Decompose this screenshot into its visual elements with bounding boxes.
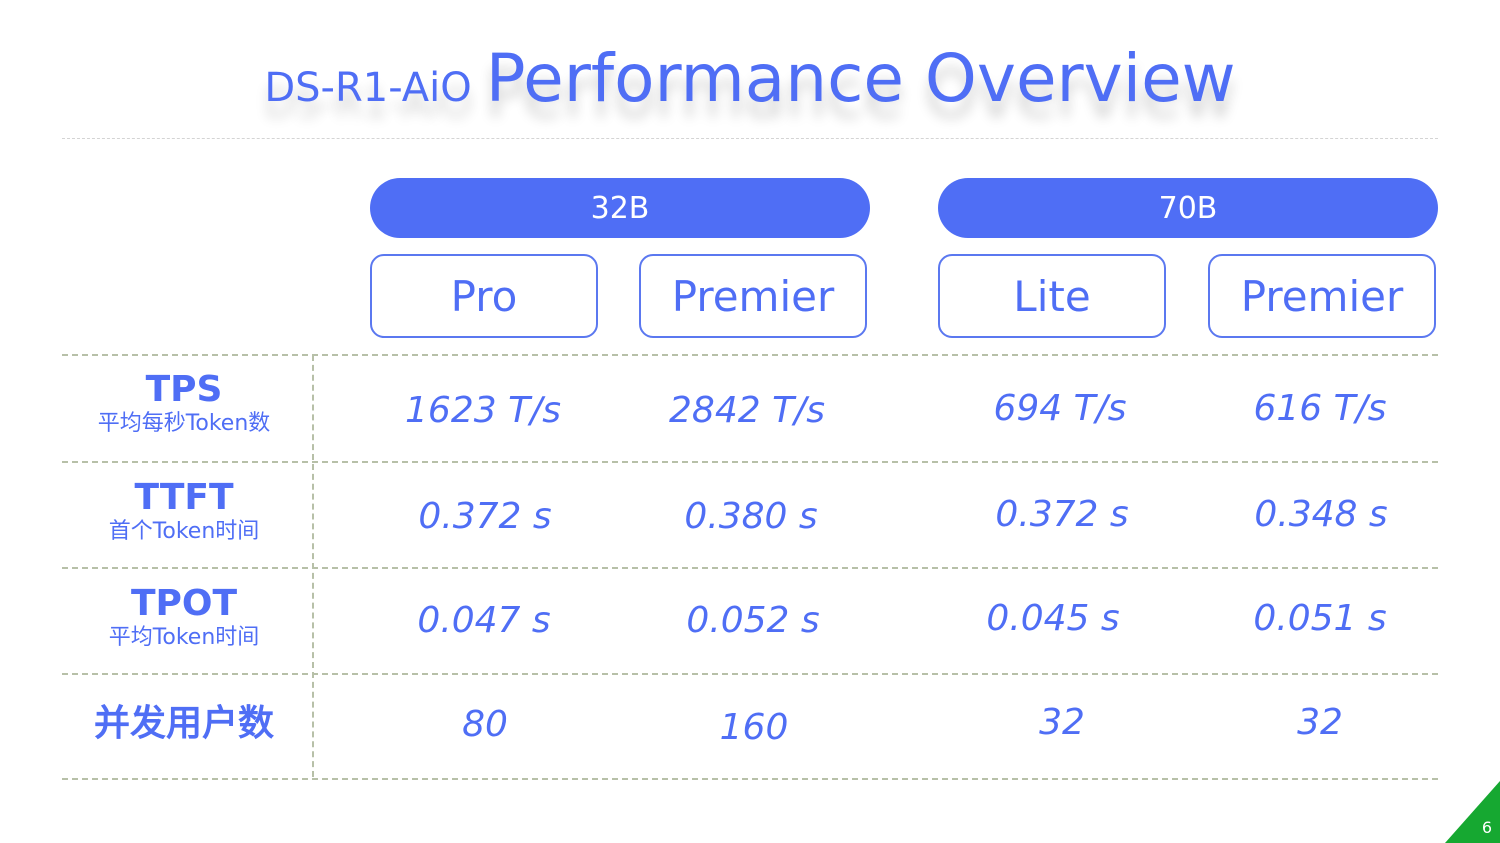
table-divider (62, 354, 1438, 356)
metric-name: 并发用户数 (93, 703, 274, 744)
metric-name: TPOT (130, 583, 238, 624)
table-divider (62, 567, 1438, 569)
table-cell: 0.348 s (1254, 494, 1388, 535)
metric-name: TTFT (134, 477, 234, 518)
table-cell: 694 T/s (993, 388, 1127, 429)
tier-32b-pro: Pro (370, 254, 598, 338)
page-number: 6 (1481, 818, 1492, 837)
table-divider (62, 673, 1438, 675)
page-corner-triangle (1445, 781, 1500, 843)
tier-70b-lite: Lite (938, 254, 1166, 338)
tier-32b-premier: Premier (639, 254, 867, 338)
table-cell: 0.380 s (684, 496, 818, 537)
table-cell: 0.047 s (417, 600, 551, 641)
title-prefix: DS-R1-AiO (264, 65, 472, 111)
table-cell: 0.372 s (418, 496, 552, 537)
row-label-tps: TPS 平均每秒Token数 (66, 370, 302, 438)
table-cell: 616 T/s (1253, 388, 1387, 429)
group-32b-header: 32B (370, 178, 870, 238)
table-cell: 1623 T/s (405, 390, 561, 431)
table-cell: 2842 T/s (669, 390, 825, 431)
metric-name: TPS (145, 369, 223, 410)
table-cell: 80 (462, 704, 508, 745)
tier-70b-premier: Premier (1208, 254, 1436, 338)
title-main: Performance Overview (485, 40, 1236, 117)
table-cell: 32 (1039, 702, 1085, 743)
table-cell: 0.052 s (686, 600, 820, 641)
table-cell: 0.372 s (995, 494, 1129, 535)
group-70b-header: 70B (938, 178, 1438, 238)
metric-description: 平均Token时间 (108, 625, 260, 650)
table-divider (62, 461, 1438, 463)
metric-description: 平均每秒Token数 (97, 411, 271, 436)
table-divider (62, 778, 1438, 780)
table-cell: 160 (719, 707, 789, 748)
table-cell: 0.051 s (1253, 598, 1387, 639)
title-divider (62, 138, 1438, 139)
label-column-divider (312, 355, 314, 777)
row-label-concurrent-users: 并发用户数 (66, 704, 302, 744)
row-label-ttft: TTFT 首个Token时间 (66, 478, 302, 546)
metric-description: 首个Token时间 (108, 519, 260, 544)
table-cell: 32 (1297, 702, 1343, 743)
row-label-tpot: TPOT 平均Token时间 (66, 584, 302, 652)
table-cell: 0.045 s (986, 598, 1120, 639)
slide-title: DS-R1-AiO Performance Overview (0, 40, 1500, 117)
